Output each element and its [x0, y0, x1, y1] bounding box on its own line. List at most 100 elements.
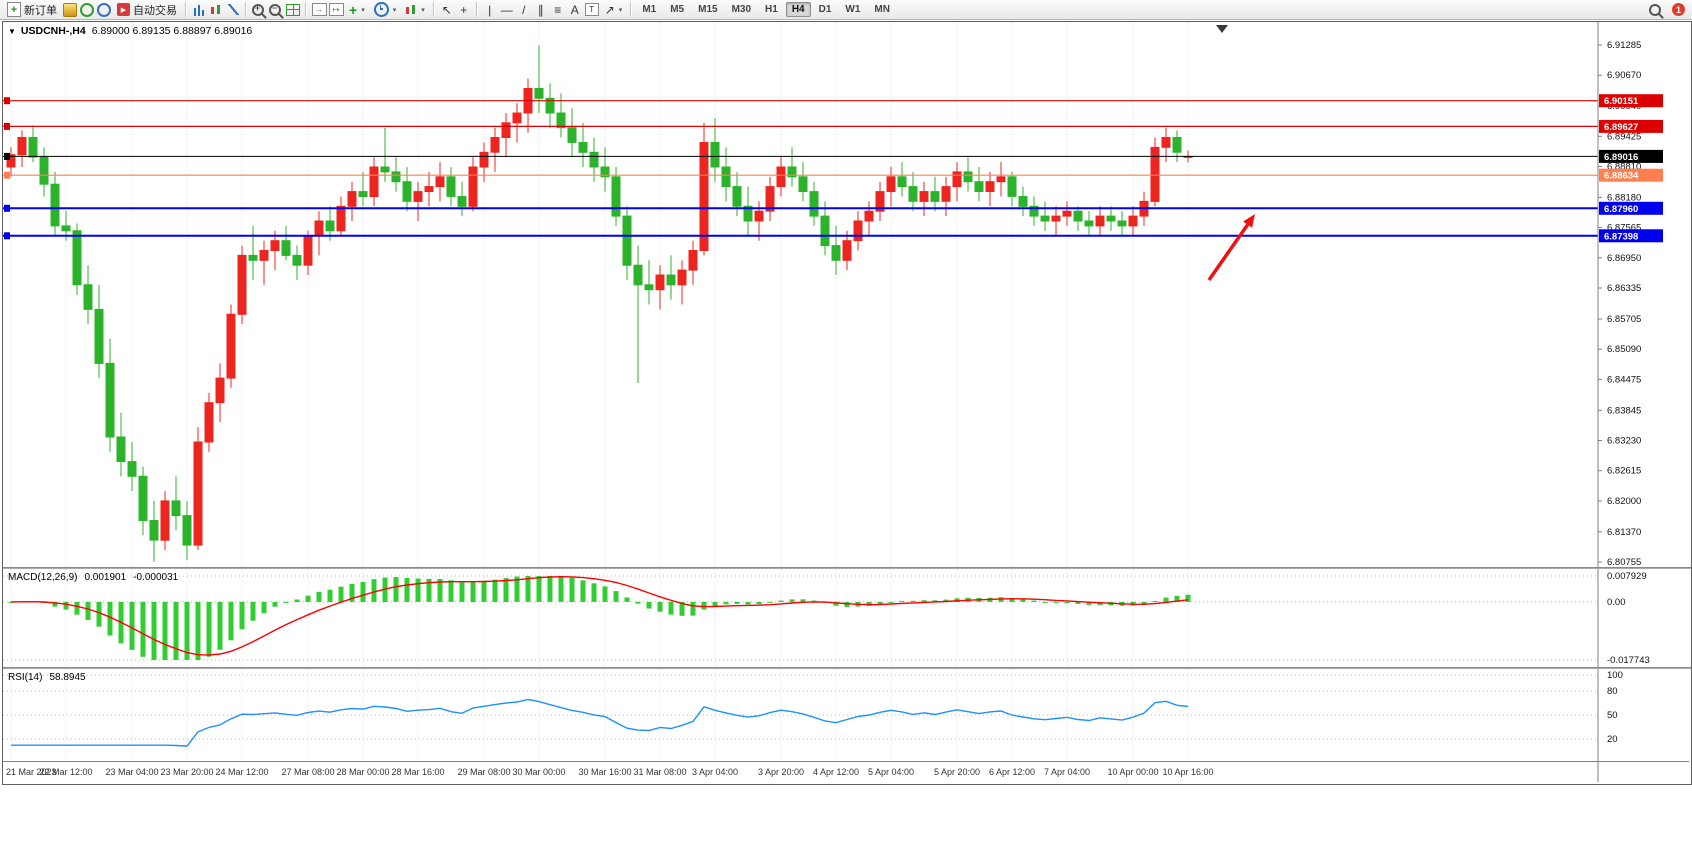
- chart-window: 6.912856.906706.900406.894256.888106.881…: [2, 21, 1692, 785]
- add-indicator-icon: +: [349, 1, 358, 18]
- chart-symbol-period: USDCNH-,H4: [20, 25, 86, 37]
- channel-button[interactable]: ∥: [533, 2, 549, 18]
- timeframe-m15[interactable]: M15: [698, 4, 718, 15]
- periods-button[interactable]: ▾: [370, 0, 401, 19]
- arrows-tool-button[interactable]: ↗ ▾: [601, 1, 627, 19]
- main-chart-canvas[interactable]: 6.912856.906706.900406.894256.888106.881…: [3, 22, 1689, 567]
- price-tag: 6.88634: [1599, 168, 1663, 182]
- fibonacci-button[interactable]: ≡: [550, 2, 566, 18]
- time-axis-label: 22 Mar 12:00: [39, 767, 92, 777]
- price-axis-label: 6.88810: [1607, 162, 1641, 173]
- panel-splitter[interactable]: [3, 567, 1691, 569]
- timeframe-h4[interactable]: H4: [785, 2, 811, 17]
- rsi-panel[interactable]: 100 80 50 20 RSI(14) 58.8945: [3, 669, 1689, 761]
- zoom-out-icon: −: [268, 3, 281, 16]
- zoom-out-button[interactable]: −: [268, 2, 284, 18]
- notification-badge[interactable]: 1: [1672, 3, 1685, 16]
- timeframe-d1[interactable]: D1: [818, 4, 832, 15]
- chart-shift-button[interactable]: ↦: [328, 2, 344, 18]
- zoom-in-button[interactable]: +: [251, 2, 267, 18]
- price-tag: 6.90151: [1599, 94, 1663, 108]
- auto-trading-label: 自动交易: [133, 4, 177, 17]
- templates-button[interactable]: ▾: [401, 2, 429, 18]
- market-watch-button[interactable]: [79, 2, 95, 18]
- time-axis-label: 23 Mar 04:00: [105, 767, 158, 777]
- price-axis-label: 6.82615: [1607, 466, 1641, 477]
- timeframe-m1[interactable]: M1: [642, 4, 657, 15]
- text-label-icon: T: [584, 3, 599, 16]
- tile-windows-button[interactable]: [285, 2, 301, 18]
- panel-splitter[interactable]: [3, 667, 1691, 669]
- price-axis-label: 6.81370: [1607, 527, 1641, 538]
- time-axis-label: 27 Mar 08:00: [281, 767, 334, 777]
- trendline-icon: /: [522, 2, 526, 17]
- vertical-line-button[interactable]: |: [482, 2, 498, 18]
- price-tag: 6.87960: [1599, 201, 1663, 215]
- tile-windows-icon: [286, 3, 300, 16]
- price-axis-label: 6.87565: [1607, 223, 1641, 234]
- svg-text:6.88634: 6.88634: [1604, 171, 1639, 182]
- auto-scroll-button[interactable]: →: [311, 2, 327, 18]
- price-axis-label: 6.88180: [1607, 192, 1641, 203]
- macd-axis-label: 0.007929: [1607, 571, 1647, 582]
- chevron-down-icon: ▾: [361, 6, 365, 14]
- time-axis-label: 31 Mar 08:00: [633, 767, 686, 777]
- line-left-marker: [4, 122, 10, 130]
- line-left-marker: [4, 204, 10, 212]
- one-click-trading-toggle[interactable]: ▼: [8, 26, 16, 36]
- chart-shift-marker[interactable]: [1216, 25, 1228, 33]
- rsi-axis-label: 20: [1607, 734, 1618, 745]
- macd-name: MACD(12,26,9): [8, 572, 78, 583]
- price-tag: 6.89016: [1599, 149, 1663, 163]
- macd-panel[interactable]: 0.007929 0.00 -0.017743 MACD(12,26,9) 0.00…: [3, 569, 1689, 667]
- timeframe-m5[interactable]: M5: [670, 4, 685, 15]
- candlestick-chart-button[interactable]: [208, 2, 224, 18]
- time-axis-label: 10 Apr 00:00: [1107, 767, 1158, 777]
- timeframe-h1[interactable]: H1: [765, 4, 778, 15]
- time-axis-label: 6 Apr 12:00: [989, 767, 1035, 777]
- indicators-button[interactable]: + ▾: [345, 0, 369, 20]
- rsi-axis-label: 50: [1607, 710, 1618, 721]
- rsi-line: [11, 698, 1189, 747]
- horizontal-line-button[interactable]: —: [499, 2, 515, 18]
- price-axis-label: 6.91285: [1607, 40, 1641, 51]
- time-axis-label: 3 Apr 20:00: [758, 767, 804, 777]
- cursor-button[interactable]: ↖: [439, 2, 455, 18]
- auto-trading-icon: ▶: [117, 3, 130, 16]
- chevron-down-icon: ▾: [392, 6, 397, 14]
- navigator-button[interactable]: [96, 2, 112, 18]
- main-toolbar: + 新订单 ▶ 自动交易 + − → ↦ + ▾ ▾ ▾ ↖ + | — / ∥ …: [0, 0, 1692, 20]
- line-chart-button[interactable]: [225, 2, 241, 18]
- svg-text:6.89627: 6.89627: [1604, 122, 1638, 133]
- timeframe-w1[interactable]: W1: [845, 4, 861, 15]
- text-tool-button[interactable]: A: [567, 2, 583, 18]
- macd-canvas[interactable]: 0.007929 0.00 -0.017743: [3, 569, 1689, 667]
- price-axis-label: 6.82000: [1607, 496, 1641, 507]
- search-button[interactable]: [1648, 2, 1664, 18]
- svg-text:6.89016: 6.89016: [1604, 152, 1638, 163]
- macd-axis-label: -0.017743: [1607, 655, 1650, 666]
- rsi-axis-label: 100: [1607, 670, 1623, 681]
- bar-chart-button[interactable]: [191, 2, 207, 18]
- metaeditor-button[interactable]: [62, 2, 78, 18]
- price-axis-label: 6.90670: [1607, 70, 1641, 81]
- timeframe-m30[interactable]: M30: [731, 4, 752, 15]
- text-label-button[interactable]: T: [584, 2, 600, 18]
- arrow-annotation[interactable]: [1207, 214, 1255, 282]
- time-axis[interactable]: 21 Mar 2023 22 Mar 12:00 23 Mar 04:00 23 Ma…: [3, 761, 1689, 782]
- time-axis-label: 29 Mar 08:00: [457, 767, 510, 777]
- main-chart-panel[interactable]: 6.912856.906706.900406.894256.888106.881…: [3, 22, 1689, 567]
- new-order-button[interactable]: + 新订单: [3, 0, 61, 20]
- auto-trading-button[interactable]: ▶ 自动交易: [113, 0, 181, 20]
- rsi-canvas[interactable]: 100 80 50 20: [3, 669, 1689, 761]
- trendline-button[interactable]: /: [516, 2, 532, 18]
- timeframe-mn[interactable]: MN: [874, 4, 890, 15]
- price-axis-label: 6.80755: [1607, 557, 1641, 567]
- chart-title: ▼ USDCNH-,H4 6.89000 6.89135 6.88897 6.8…: [8, 25, 252, 37]
- line-left-marker: [4, 171, 10, 179]
- crosshair-button[interactable]: +: [456, 2, 472, 18]
- line-left-marker: [4, 232, 10, 240]
- rsi-value: 58.8945: [49, 672, 86, 683]
- price-axis-label: 6.84475: [1607, 374, 1641, 385]
